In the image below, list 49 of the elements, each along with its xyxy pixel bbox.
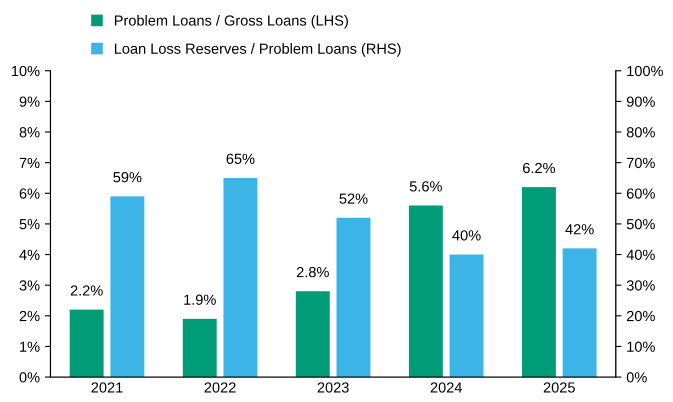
data-label: 1.9% — [184, 294, 216, 305]
y-tick-label: 3% — [20, 280, 40, 291]
y-tick-label: 10% — [12, 66, 40, 76]
y2-tick-label: 70% — [626, 158, 655, 168]
y-tick-label: 6% — [20, 188, 40, 199]
y2-tick-label: 10% — [627, 342, 655, 352]
y-tick-label: 1% — [20, 342, 40, 352]
data-label: 6.2% — [523, 162, 556, 174]
y2-tick-label: 60% — [626, 188, 655, 199]
x-tick-label: 2022 — [204, 382, 236, 393]
bar — [562, 248, 597, 378]
data-label: 42% — [565, 224, 594, 234]
data-label: 5.6% — [410, 181, 442, 192]
x-tick-label: 2025 — [544, 382, 575, 393]
y-tick-label: 7% — [20, 158, 40, 168]
bar — [336, 218, 370, 378]
data-label: 52% — [339, 193, 368, 204]
data-label: 2.8% — [296, 266, 329, 278]
data-label: 40% — [452, 230, 481, 241]
y-tick-label: 9% — [20, 96, 40, 107]
y-tick-label: 5% — [20, 219, 40, 230]
y2-tick-label: 50% — [626, 219, 655, 230]
y2-tick-label: 80% — [626, 127, 655, 138]
y-tick-label: 0% — [20, 372, 40, 383]
bar — [110, 196, 144, 378]
bar — [450, 254, 484, 378]
data-label: 59% — [113, 172, 142, 182]
y2-tick-label: 30% — [626, 280, 655, 291]
y2-tick-label: 20% — [626, 310, 655, 322]
x-tick-label: 2024 — [430, 382, 462, 393]
y-tick-label: 8% — [20, 127, 40, 138]
bar — [223, 178, 258, 378]
y2-tick-label: 90% — [626, 96, 655, 107]
y2-tick-label: 100% — [627, 66, 663, 76]
data-label: 2.2% — [70, 285, 103, 296]
legend-label: Problem Loans / Gross Loans (LHS) — [114, 14, 348, 29]
x-tick-label: 2021 — [92, 382, 123, 393]
y2-tick-label: 0% — [626, 372, 647, 383]
y-tick-label: 4% — [19, 250, 40, 260]
legend-label: Loan Loss Reserves / Problem Loans (RHS) — [114, 43, 401, 57]
bar — [296, 291, 330, 378]
bar — [522, 187, 556, 378]
bar — [408, 206, 443, 378]
x-tick-label: 2023 — [318, 382, 349, 393]
y2-tick-label: 40% — [626, 250, 655, 260]
y-tick-label: 2% — [20, 310, 40, 322]
data-label: 65% — [226, 154, 254, 164]
bar — [70, 310, 104, 378]
bar — [182, 318, 217, 378]
